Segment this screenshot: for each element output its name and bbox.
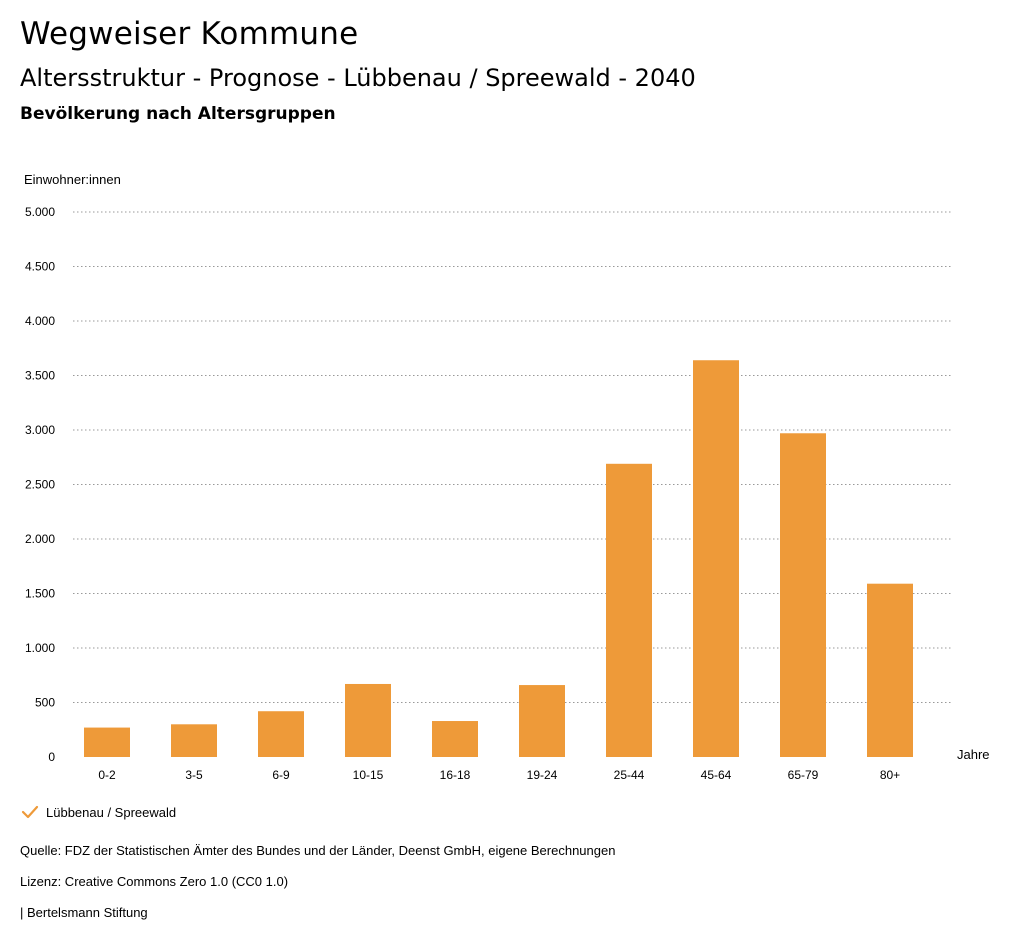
- x-tick-label: 16-18: [440, 768, 471, 782]
- y-tick-label: 3.000: [25, 423, 55, 437]
- bar-chart: Einwohner:innen Jahre 0 500 1.000 1.500 2.00…: [24, 172, 990, 782]
- y-tick-label: 2.000: [25, 532, 55, 546]
- chart-caption: Bevölkerung nach Altersgruppen: [20, 104, 336, 124]
- y-tick-label: 3.500: [25, 369, 55, 383]
- y-tick-label: 4.000: [25, 314, 55, 328]
- x-tick-label: 45-64: [701, 768, 732, 782]
- y-tick-labels: 0 500 1.000 1.500 2.000 2.500 3.000 3.500 4.000 4…: [25, 205, 55, 764]
- y-tick-label: 500: [35, 696, 55, 710]
- x-tick-label: 25-44: [614, 768, 645, 782]
- page-title: Wegweiser Kommune: [20, 16, 359, 52]
- publisher-note: | Bertelsmann Stiftung: [20, 905, 148, 920]
- x-tick-label: 3-5: [185, 768, 203, 782]
- bar-0-2[interactable]: [84, 727, 130, 757]
- x-tick-label: 19-24: [527, 768, 558, 782]
- bar-10-15[interactable]: [345, 683, 391, 757]
- x-axis-label: Jahre: [957, 747, 990, 762]
- bar-45-64[interactable]: [693, 360, 739, 757]
- check-icon[interactable]: [20, 802, 40, 822]
- license-note: Lizenz: Creative Commons Zero 1.0 (CC0 1…: [20, 874, 289, 889]
- y-tick-label: 1.000: [25, 641, 55, 655]
- y-tick-label: 4.500: [25, 260, 55, 274]
- bar-19-24[interactable]: [519, 685, 565, 757]
- legend[interactable]: Lübbenau / Spreewald: [20, 802, 176, 822]
- bar-16-18[interactable]: [432, 721, 478, 757]
- x-tick-label: 80+: [880, 768, 900, 782]
- bar-25-44[interactable]: [606, 463, 652, 757]
- legend-label[interactable]: Lübbenau / Spreewald: [46, 804, 177, 820]
- y-tick-label: 2.500: [25, 478, 55, 492]
- bars: [84, 360, 913, 757]
- bar-80+[interactable]: [867, 583, 913, 757]
- y-tick-label: 1.500: [25, 587, 55, 601]
- x-tick-label: 6-9: [272, 768, 290, 782]
- x-tick-label: 0-2: [98, 768, 116, 782]
- x-tick-label: 65-79: [788, 768, 819, 782]
- bar-65-79[interactable]: [780, 433, 826, 757]
- x-tick-labels: 0-2 3-5 6-9 10-15 16-18 19-24 25-44 45-64 65-79 8…: [98, 768, 900, 782]
- bar-3-5[interactable]: [171, 724, 217, 757]
- y-axis-label: Einwohner:innen: [24, 172, 121, 187]
- y-tick-label: 5.000: [25, 205, 55, 219]
- chart-area: Einwohner:innen Jahre 0 500 1.000 1.500 2.00…: [0, 160, 1024, 800]
- chart-subtitle: Altersstruktur - Prognose - Lübbenau / S…: [20, 64, 696, 92]
- y-tick-label: 0: [48, 750, 55, 764]
- source-note: Quelle: FDZ der Statistischen Ämter des …: [20, 843, 616, 858]
- bar-6-9[interactable]: [258, 711, 304, 757]
- x-tick-label: 10-15: [353, 768, 384, 782]
